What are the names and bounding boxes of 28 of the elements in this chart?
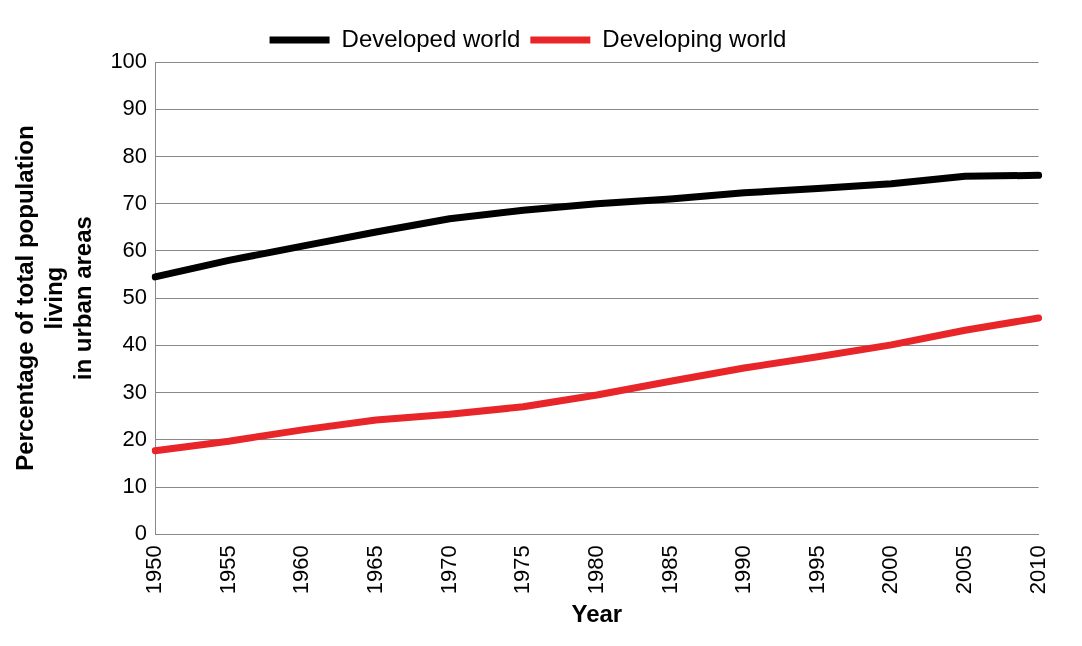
- x-tick-label: 2010: [1024, 545, 1050, 595]
- y-tick-label: 40: [122, 331, 148, 357]
- x-tick-label: 1985: [656, 545, 682, 595]
- y-tick-label: 10: [122, 473, 148, 499]
- x-tick-label: 2005: [951, 545, 977, 595]
- legend-label: Developed world: [341, 24, 521, 52]
- y-tick-label: 20: [122, 425, 148, 451]
- y-tick-label: 0: [134, 520, 148, 546]
- x-tick-label: 2000: [877, 545, 903, 595]
- x-tick-label: 1975: [509, 545, 535, 595]
- y-tick-label: 60: [122, 236, 148, 262]
- x-tick-label: 1980: [582, 545, 608, 595]
- y-tick-label: 50: [122, 284, 148, 310]
- x-tick-label: 1965: [362, 545, 388, 595]
- x-axis-title: Year: [571, 600, 623, 628]
- y-axis-title: Percentage of total population living in urban areas: [11, 125, 96, 471]
- legend-label: Developing world: [602, 24, 787, 52]
- x-tick-label: 1995: [803, 545, 829, 595]
- y-tick-label: 100: [110, 48, 148, 74]
- y-tick-label: 80: [122, 142, 148, 168]
- x-tick-label: 1960: [288, 545, 314, 595]
- y-tick-label: 30: [122, 378, 148, 404]
- x-tick-label: 1955: [214, 545, 240, 595]
- x-tick-label: 1970: [435, 545, 461, 595]
- x-tick-label: 1950: [141, 545, 167, 595]
- y-tick-label: 70: [122, 189, 148, 215]
- x-tick-label: 1990: [730, 545, 756, 595]
- y-tick-label: 90: [122, 95, 148, 121]
